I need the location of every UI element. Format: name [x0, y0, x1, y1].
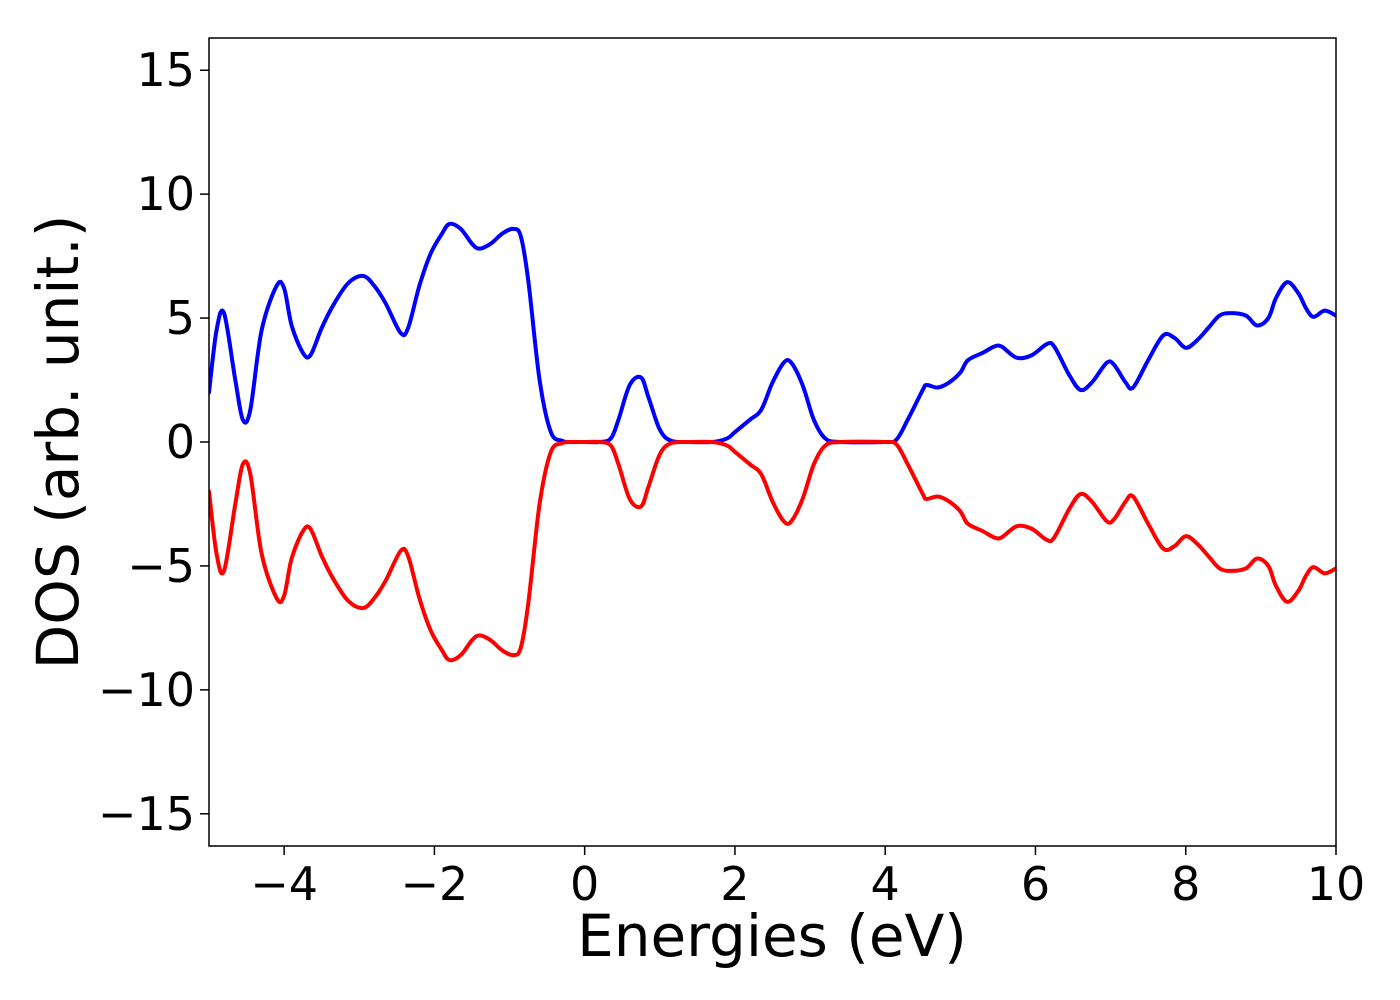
y-tick-label: −10 [98, 663, 195, 717]
y-tick-label: 0 [166, 415, 195, 469]
y-tick-label: 15 [136, 43, 195, 97]
series-line-positive [209, 221, 1336, 445]
series-layer [209, 221, 1336, 663]
y-tick-label: 10 [136, 167, 195, 221]
x-tick-label: −2 [400, 857, 468, 911]
x-axis-ticks: −4 −2 0 2 4 6 8 10 [250, 846, 1365, 911]
plot-frame [208, 37, 1337, 847]
x-axis-label: Energies (eV) [577, 902, 967, 970]
y-axis-ticks: 15 10 5 0 −5 −10 −15 [98, 43, 209, 841]
x-tick-label: 4 [871, 857, 900, 911]
x-tick-label: −4 [250, 857, 318, 911]
x-tick-label: 6 [1021, 857, 1050, 911]
y-tick-label: −15 [98, 787, 195, 841]
y-tick-label: 5 [166, 291, 195, 345]
x-tick-label: 0 [570, 857, 599, 911]
x-tick-label: 10 [1307, 857, 1366, 911]
series-line-negative [209, 439, 1336, 663]
y-tick-label: −5 [127, 539, 195, 593]
x-tick-label: 2 [720, 857, 749, 911]
x-tick-label: 8 [1171, 857, 1200, 911]
y-axis-label: DOS (arb. unit.) [24, 215, 92, 670]
